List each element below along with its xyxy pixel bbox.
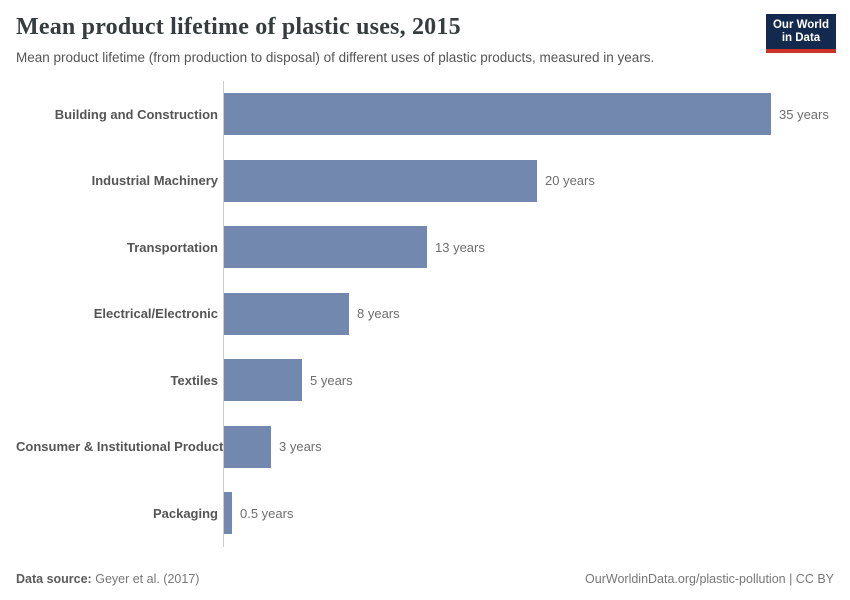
bar[interactable]	[224, 292, 349, 335]
bar-track: 35 years	[224, 93, 834, 136]
bar[interactable]	[224, 359, 302, 402]
category-label: Consumer & Institutional Products	[16, 439, 231, 455]
bar-track: 20 years	[224, 159, 834, 202]
bar-chart: Building and Construction 35 years Indus…	[16, 81, 834, 547]
owid-logo-line1: Our World	[772, 19, 829, 31]
data-source: Data source: Geyer et al. (2017)	[16, 572, 199, 586]
owid-logo[interactable]: Our World in Data	[766, 14, 836, 53]
bar-track: 13 years	[224, 226, 834, 269]
category-label: Industrial Machinery	[91, 173, 218, 189]
chart-subtitle: Mean product lifetime (from production t…	[16, 50, 655, 65]
value-label: 5 years	[310, 372, 353, 388]
value-label: 8 years	[357, 306, 400, 322]
bar-track: 8 years	[224, 292, 834, 335]
category-label: Packaging	[152, 505, 218, 521]
bar-row: Transportation 13 years	[16, 214, 834, 281]
bar-track: 5 years	[224, 359, 834, 402]
bar-row: Industrial Machinery 20 years	[16, 148, 834, 215]
bar-row: Building and Construction 35 years	[16, 81, 834, 148]
value-label: 20 years	[545, 173, 595, 189]
footer-link[interactable]: OurWorldinData.org/plastic-pollution | C…	[585, 572, 834, 586]
bar[interactable]	[224, 425, 271, 468]
y-axis-line	[223, 81, 224, 547]
bar-row: Textiles 5 years	[16, 347, 834, 414]
bar-row: Packaging 0.5 years	[16, 480, 834, 547]
bar[interactable]	[224, 159, 537, 202]
bar-row: Consumer & Institutional Products 3 year…	[16, 414, 834, 481]
category-label: Electrical/Electronic	[93, 306, 218, 322]
chart-footer: Data source: Geyer et al. (2017) OurWorl…	[16, 572, 834, 586]
value-label: 0.5 years	[240, 505, 294, 521]
value-label: 3 years	[279, 439, 322, 455]
bar-track: 0.5 years	[224, 492, 834, 535]
bar[interactable]	[224, 93, 771, 136]
bar-rows: Building and Construction 35 years Indus…	[16, 81, 834, 547]
bar[interactable]	[224, 226, 427, 269]
chart-title: Mean product lifetime of plastic uses, 2…	[16, 14, 461, 40]
owid-logo-line2: in Data	[781, 32, 821, 44]
value-label: 13 years	[435, 239, 485, 255]
category-label: Building and Construction	[54, 106, 218, 122]
category-label: Textiles	[170, 372, 218, 388]
bar-track: 3 years	[224, 425, 834, 468]
category-label: Transportation	[126, 239, 218, 255]
data-source-value: Geyer et al. (2017)	[95, 572, 200, 586]
bar-row: Electrical/Electronic 8 years	[16, 281, 834, 348]
value-label: 35 years	[779, 106, 829, 122]
data-source-label: Data source:	[16, 572, 92, 586]
bar[interactable]	[224, 492, 232, 535]
